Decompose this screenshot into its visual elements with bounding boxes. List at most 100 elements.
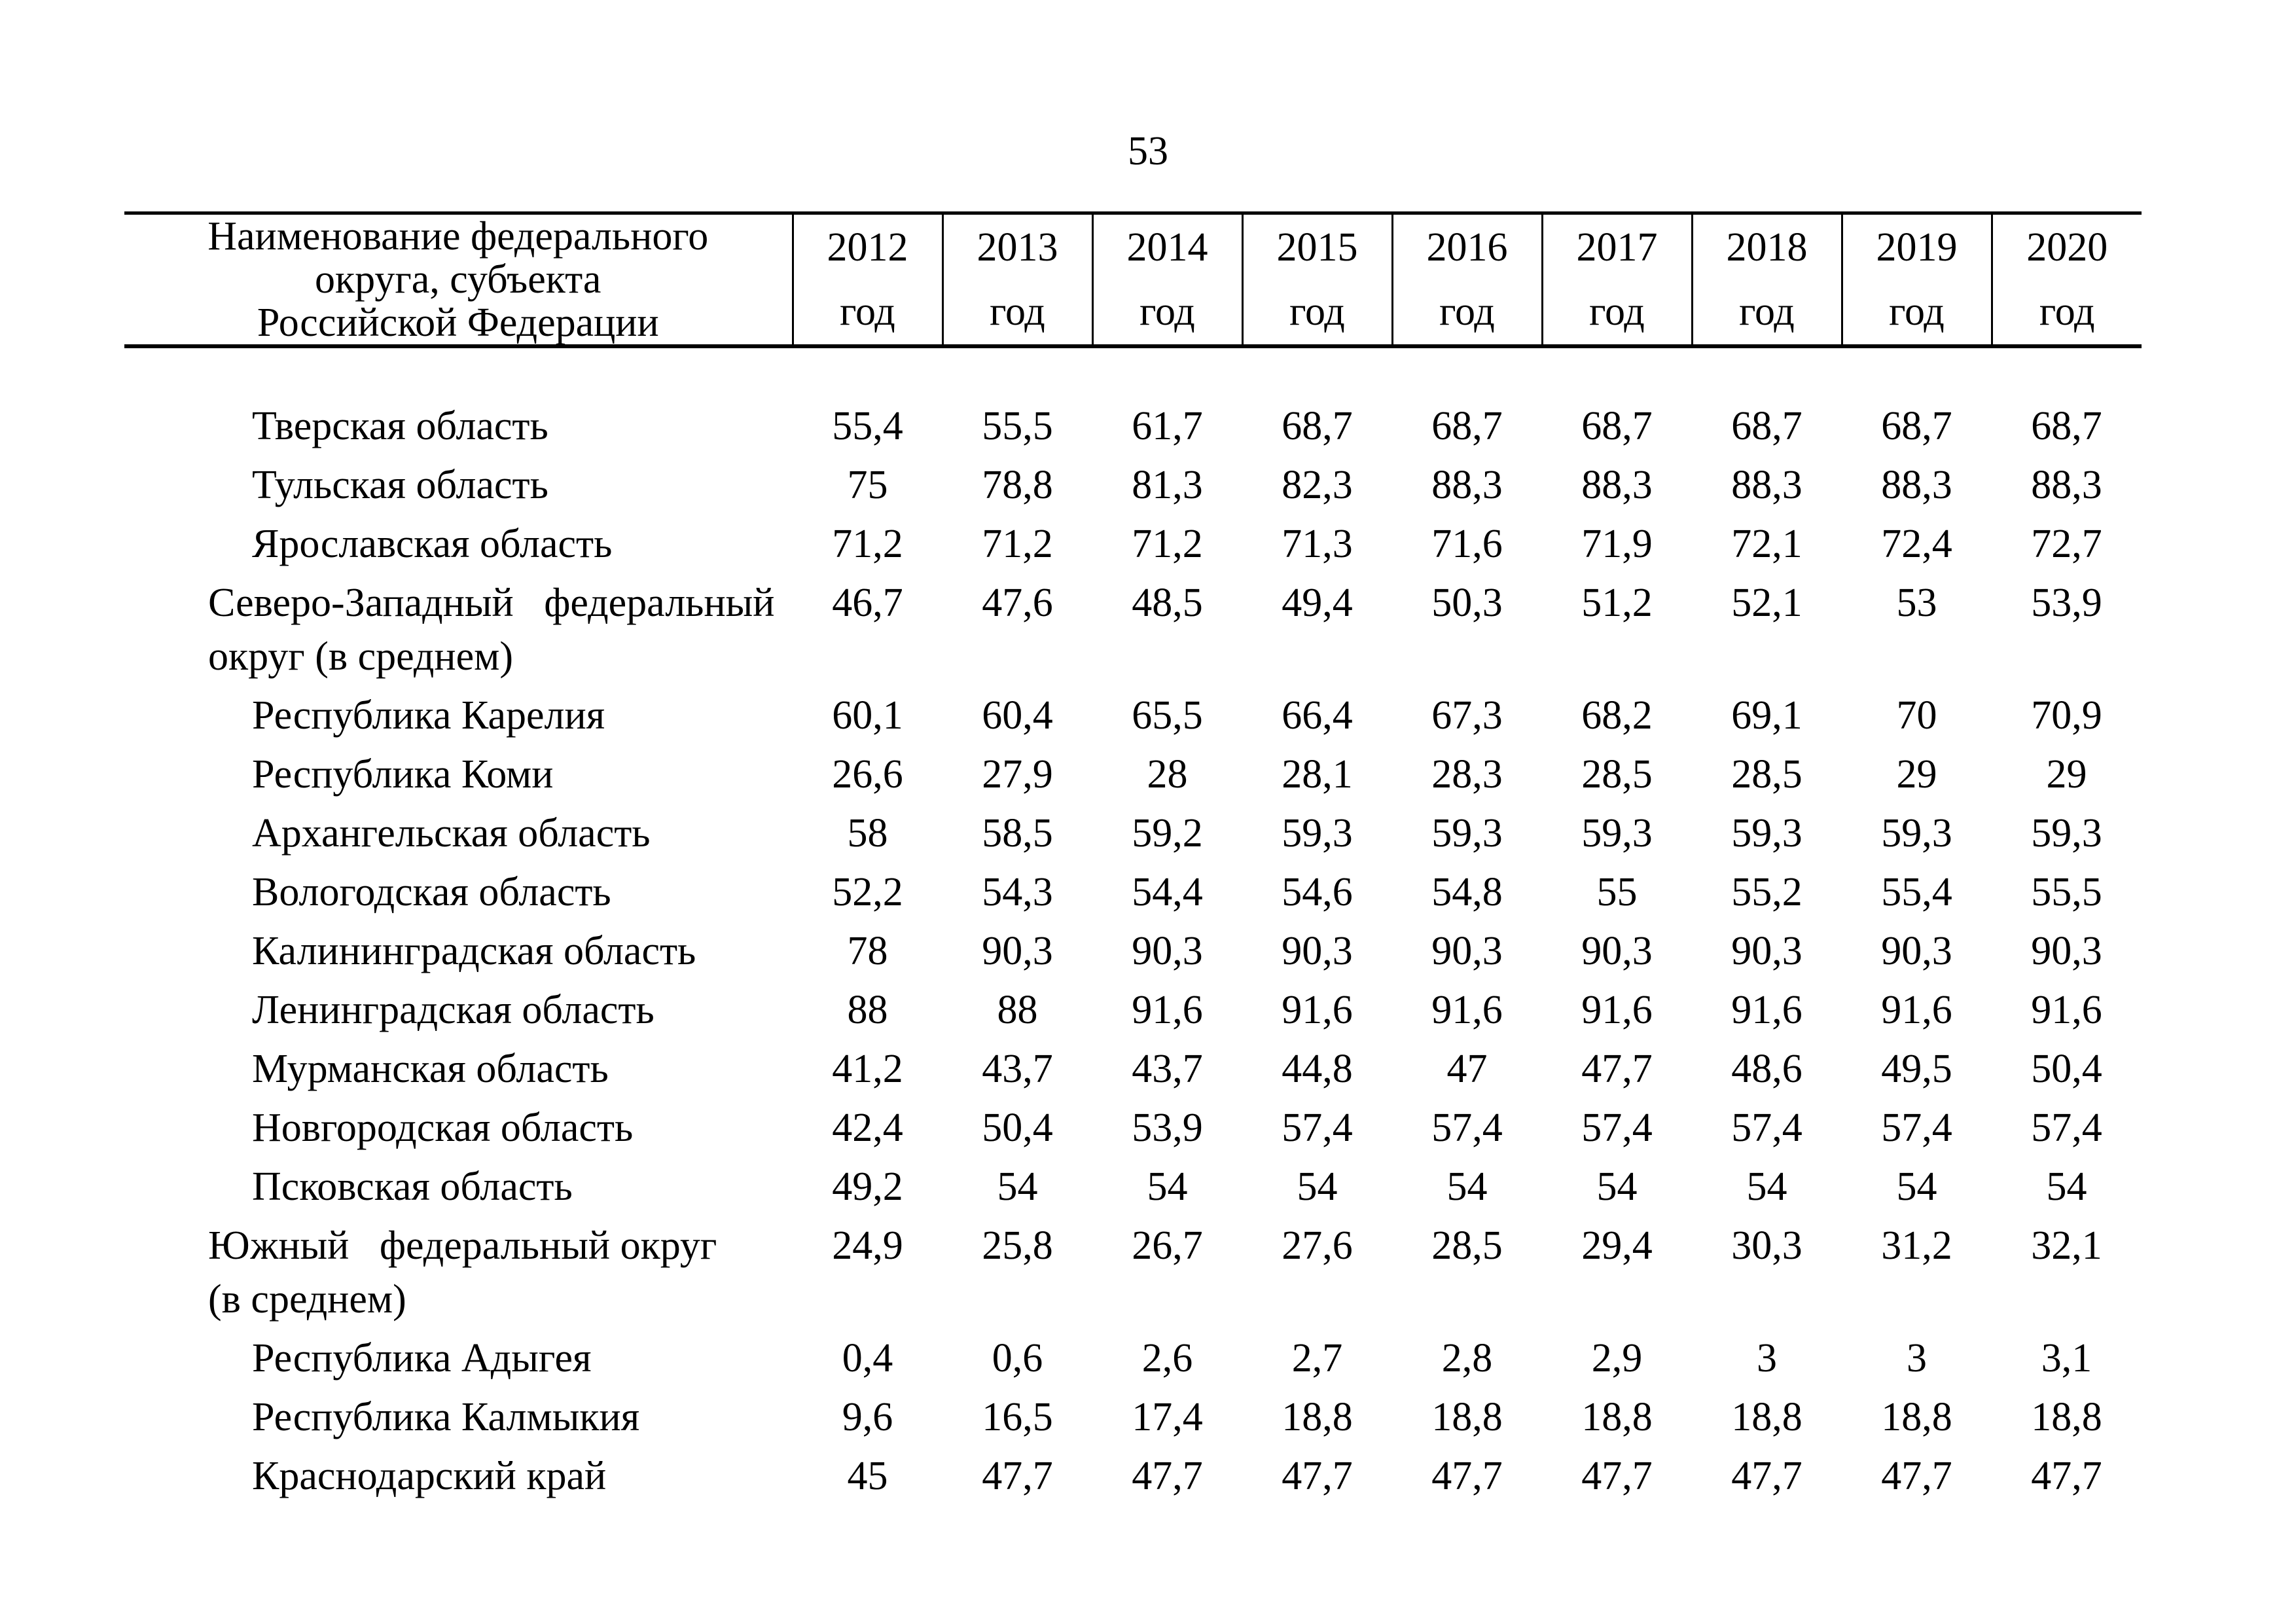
value-cell: 72,7 [2031, 522, 2102, 566]
value-cell: 50,4 [982, 1106, 1053, 1150]
value-cell: 57,4 [1431, 1106, 1503, 1150]
value-cell: 54 [1147, 1164, 1188, 1209]
value-cell: 29,4 [1581, 1223, 1653, 1268]
value-cell: 59,3 [1581, 811, 1653, 856]
value-cell: 71,2 [982, 522, 1053, 566]
row-name: Ленинградская область [252, 988, 655, 1032]
value-cell: 27,6 [1282, 1223, 1353, 1268]
value-cell: 60,1 [832, 693, 903, 738]
table-row: Северо-Западный федеральный округ (в сре… [124, 571, 2142, 683]
value-cell: 91,6 [1731, 988, 1803, 1032]
value-cell: 18,8 [1881, 1395, 1952, 1439]
header-year-2017: 2017 год [1541, 211, 1692, 348]
header-year-2014: 2014 год [1091, 211, 1242, 348]
value-cell: 47,7 [1881, 1454, 1952, 1498]
row-name: Псковская область [252, 1164, 573, 1209]
value-cell: 90,3 [1132, 929, 1203, 973]
value-cell: 68,2 [1581, 693, 1653, 738]
value-cell: 28,1 [1282, 752, 1353, 797]
value-cell: 2,8 [1441, 1336, 1493, 1380]
value-cell: 88,3 [2031, 463, 2102, 507]
value-cell: 61,7 [1132, 404, 1203, 448]
value-cell: 78 [847, 929, 888, 973]
value-cell: 47,7 [2031, 1454, 2102, 1498]
table-row: Республика Карелия 60,1 60,4 65,5 66,4 67,3 68… [124, 683, 2142, 742]
value-cell: 47,6 [982, 581, 1053, 625]
value-cell: 72,1 [1731, 522, 1803, 566]
value-cell: 57,4 [1881, 1106, 1952, 1150]
value-cell: 54 [1446, 1164, 1488, 1209]
value-cell: 60,4 [982, 693, 1053, 738]
value-cell: 47,7 [1132, 1454, 1203, 1498]
value-cell: 59,2 [1132, 811, 1203, 856]
value-cell: 66,4 [1282, 693, 1353, 738]
table-row: Краснодарский край 45 47,7 47,7 47,7 47,7 47,7… [124, 1444, 2142, 1503]
value-cell: 18,8 [1731, 1395, 1803, 1439]
value-cell: 70,9 [2031, 693, 2102, 738]
value-cell: 48,6 [1731, 1047, 1803, 1091]
value-cell: 68,7 [1431, 404, 1503, 448]
value-cell: 78,8 [982, 463, 1053, 507]
value-cell: 59,3 [1731, 811, 1803, 856]
value-cell: 71,2 [832, 522, 903, 566]
value-cell: 3 [1757, 1336, 1777, 1380]
value-cell: 55,4 [1881, 870, 1952, 914]
value-cell: 54,8 [1431, 870, 1503, 914]
value-cell: 50,3 [1431, 581, 1503, 625]
value-cell: 91,6 [1581, 988, 1653, 1032]
table-row: Тульская область 75 78,8 81,3 82,3 88,3 88,3 88… [124, 453, 2142, 512]
value-cell: 32,1 [2031, 1223, 2102, 1268]
row-name: Вологодская область [252, 870, 611, 914]
header-year-2019: 2019 год [1840, 211, 1992, 348]
header-year-2015: 2015 год [1241, 211, 1392, 348]
value-cell: 2,6 [1141, 1336, 1193, 1380]
value-cell: 55,2 [1731, 870, 1803, 914]
value-cell: 65,5 [1132, 693, 1203, 738]
value-cell: 47,7 [1581, 1454, 1653, 1498]
value-cell: 91,6 [1282, 988, 1353, 1032]
value-cell: 18,8 [1282, 1395, 1353, 1439]
value-cell: 91,6 [2031, 988, 2102, 1032]
row-name: Ярославская область [252, 522, 613, 566]
value-cell: 54 [1746, 1164, 1787, 1209]
header-name-column: Наименование федерального округа, субъек… [124, 211, 793, 348]
row-name: Калининградская область [252, 929, 696, 973]
table-row: Мурманская область 41,2 43,7 43,7 44,8 47 47,7… [124, 1037, 2142, 1096]
value-cell: 47,7 [1282, 1454, 1353, 1498]
value-cell: 50,4 [2031, 1047, 2102, 1091]
value-cell: 43,7 [1132, 1047, 1203, 1091]
row-name: Южный федеральный округ (в среднем) [208, 1223, 717, 1322]
value-cell: 90,3 [1731, 929, 1803, 973]
value-cell: 68,7 [1581, 404, 1653, 448]
value-cell: 47,7 [982, 1454, 1053, 1498]
value-cell: 59,3 [1282, 811, 1353, 856]
value-cell: 90,3 [982, 929, 1053, 973]
value-cell: 28,3 [1431, 752, 1503, 797]
row-name: Республика Коми [252, 752, 554, 797]
value-cell: 54,3 [982, 870, 1053, 914]
value-cell: 29 [2046, 752, 2087, 797]
value-cell: 54,4 [1132, 870, 1203, 914]
value-cell: 54,6 [1282, 870, 1353, 914]
value-cell: 54 [2046, 1164, 2087, 1209]
row-name: Республика Адыгея [252, 1336, 592, 1380]
value-cell: 51,2 [1581, 581, 1653, 625]
value-cell: 54 [1896, 1164, 1937, 1209]
value-cell: 57,4 [1282, 1106, 1353, 1150]
value-cell: 59,3 [1881, 811, 1952, 856]
table-header: Наименование федерального округа, субъек… [124, 211, 2142, 348]
row-name: Республика Карелия [252, 693, 605, 738]
table-row: Ленинградская область 88 88 91,6 91,6 91,6 91,… [124, 978, 2142, 1037]
value-cell: 55,5 [982, 404, 1053, 448]
row-name: Республика Калмыкия [252, 1395, 640, 1439]
value-cell: 28,5 [1731, 752, 1803, 797]
value-cell: 47,7 [1581, 1047, 1653, 1091]
table-row: Республика Коми 26,6 27,9 28 28,1 28,3 28,5 28,… [124, 742, 2142, 801]
header-body-spacer [124, 346, 2142, 394]
value-cell: 49,5 [1881, 1047, 1952, 1091]
value-cell: 55 [1596, 870, 1638, 914]
row-name: Архангельская область [252, 811, 651, 856]
table-row: Архангельская область 58 58,5 59,2 59,3 59,3 5… [124, 801, 2142, 860]
value-cell: 53,9 [2031, 581, 2102, 625]
value-cell: 17,4 [1132, 1395, 1203, 1439]
